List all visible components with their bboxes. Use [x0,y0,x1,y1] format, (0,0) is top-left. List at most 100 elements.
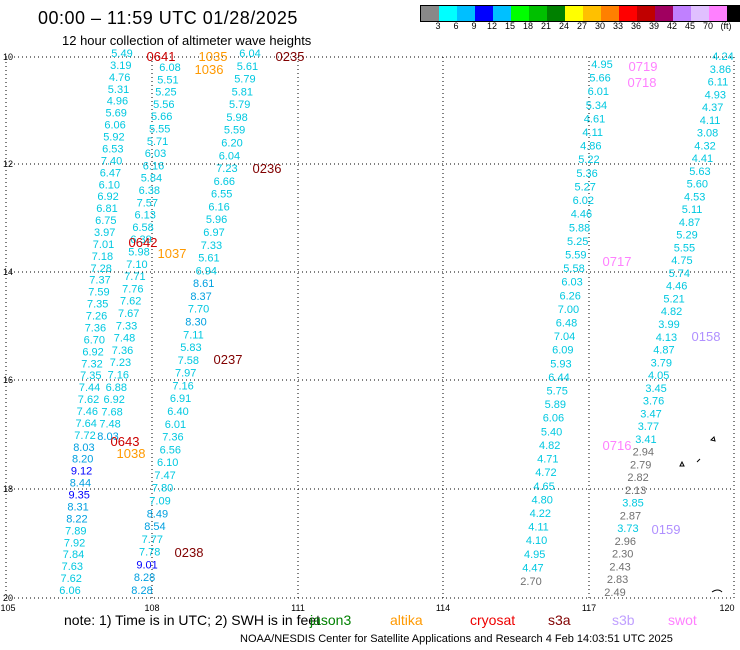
wave-height-value: 4.80 [531,494,552,506]
wave-height-value: 6.55 [211,189,232,201]
wave-height-value: 4.11 [582,127,603,139]
wave-height-value: 6.26 [559,290,580,302]
wave-height-value: 6.16 [208,201,229,213]
wave-height-value: 4.82 [661,306,682,318]
wave-height-value: 4.11 [700,115,721,127]
wave-height-value: 7.18 [92,251,113,263]
scale-swatch [439,6,457,21]
wave-height-value: 5.11 [682,204,703,216]
wave-height-value: 7.40 [101,155,122,167]
pass-time-label: 1037 [158,246,187,261]
scale-swatch [493,6,511,21]
scale-swatch [565,6,583,21]
scale-swatch [709,6,727,21]
wave-height-value: 5.59 [565,250,586,262]
pass-time-label: 0238 [175,545,204,560]
scale-swatch [583,6,601,21]
wave-height-value: 5.92 [103,132,124,144]
y-tick-label: 18 [3,484,13,494]
wave-height-value: 6.81 [96,203,117,215]
wave-height-value: 3.08 [697,128,718,140]
wave-height-value: 2.96 [615,536,636,548]
wave-height-value: 7.36 [85,323,106,335]
wave-height-value: 4.53 [684,191,705,203]
scale-label: 15 [504,21,515,31]
scale-label: (ft) [720,21,732,31]
scale-swatch [547,6,565,21]
wave-height-value: 6.91 [170,393,191,405]
wave-height-value: 5.55 [149,124,170,136]
wave-height-value: 6.20 [221,138,242,150]
wave-height-value: 5.60 [687,179,708,191]
wave-height-value: 3.73 [617,523,638,535]
wave-height-value: 6.40 [167,406,188,418]
wave-height-value: 7.62 [78,394,99,406]
scale-swatch [529,6,547,21]
wave-height-value: 6.02 [573,195,594,207]
wave-height-value: 6.01 [165,419,186,431]
x-tick-label: 108 [144,603,159,613]
wave-height-value: 6.01 [588,86,609,98]
wave-height-value: 7.70 [188,304,209,316]
wave-height-value: 7.48 [99,419,120,431]
legend-item: s3a [548,612,571,628]
pass-time-label: 1035 [199,49,228,64]
wave-height-value: 5.84 [141,173,162,185]
wave-height-value: 5.74 [669,268,690,280]
wave-height-value: 6.10 [157,457,178,469]
wave-height-value: 8.22 [66,513,87,525]
pass-time-label: 0237 [214,352,243,367]
wave-height-value: 3.47 [640,408,661,420]
wave-height-value: 8.49 [147,508,168,520]
x-tick-label: 120 [719,603,734,613]
scale-swatch [619,6,637,21]
credit-line: NOAA/NESDIS Center for Satellite Applica… [240,633,673,645]
wave-height-value: 7.46 [77,406,98,418]
scale-label: 30 [594,21,605,31]
wave-height-value: 2.83 [607,574,628,586]
wave-height-value: 8.28 [134,572,155,584]
wave-height-value: 6.47 [100,167,121,179]
wave-height-value: 4.71 [537,454,558,466]
wave-height-value: 5.56 [153,99,174,111]
scale-label: 3 [435,21,441,31]
wave-height-value: 6.66 [214,176,235,188]
wave-height-value: 5.69 [105,108,126,120]
map-title: 00:00 – 11:59 UTC 01/28/2025 [38,8,298,28]
wave-height-value: 4.11 [528,522,549,534]
wave-height-value: 7.36 [112,345,133,357]
scale-swatch [475,6,493,21]
island-outline [710,436,716,442]
legend-item: swot [668,612,697,628]
wave-height-value: 5.55 [674,242,695,254]
wave-height-value: 5.51 [157,74,178,86]
scale-swatch [727,6,740,21]
wave-height-value: 5.36 [576,168,597,180]
scale-swatch [637,6,655,21]
wave-height-value: 4.87 [679,217,700,229]
wave-height-value: 4.95 [591,59,612,71]
wave-height-value: 7.36 [162,432,183,444]
wave-height-value: 6.88 [106,382,127,394]
wave-height-value: 5.89 [545,399,566,411]
scale-label: 45 [684,21,695,31]
wave-height-value: 4.76 [109,72,130,84]
scale-swatch [511,6,529,21]
wave-height-value: 5.59 [224,125,245,137]
scale-swatch [655,6,673,21]
pass-time-label: 0641 [147,49,176,64]
x-tick-label: 114 [436,603,450,613]
wave-height-value: 4.95 [524,549,545,561]
wave-height-value: 7.63 [62,561,83,573]
wave-height-value: 7.33 [116,320,137,332]
legend-item: s3b [612,612,635,628]
wave-height-value: 4.22 [530,508,551,520]
wave-height-value: 5.25 [567,236,588,248]
wave-height-value: 7.16 [108,370,129,382]
wave-height-value: 6.94 [196,265,217,277]
wave-height-value: 2.70 [520,576,541,588]
wave-height-value: 3.77 [638,421,659,433]
wave-height-value: 6.10 [99,179,120,191]
wave-height-value: 5.79 [229,99,250,111]
